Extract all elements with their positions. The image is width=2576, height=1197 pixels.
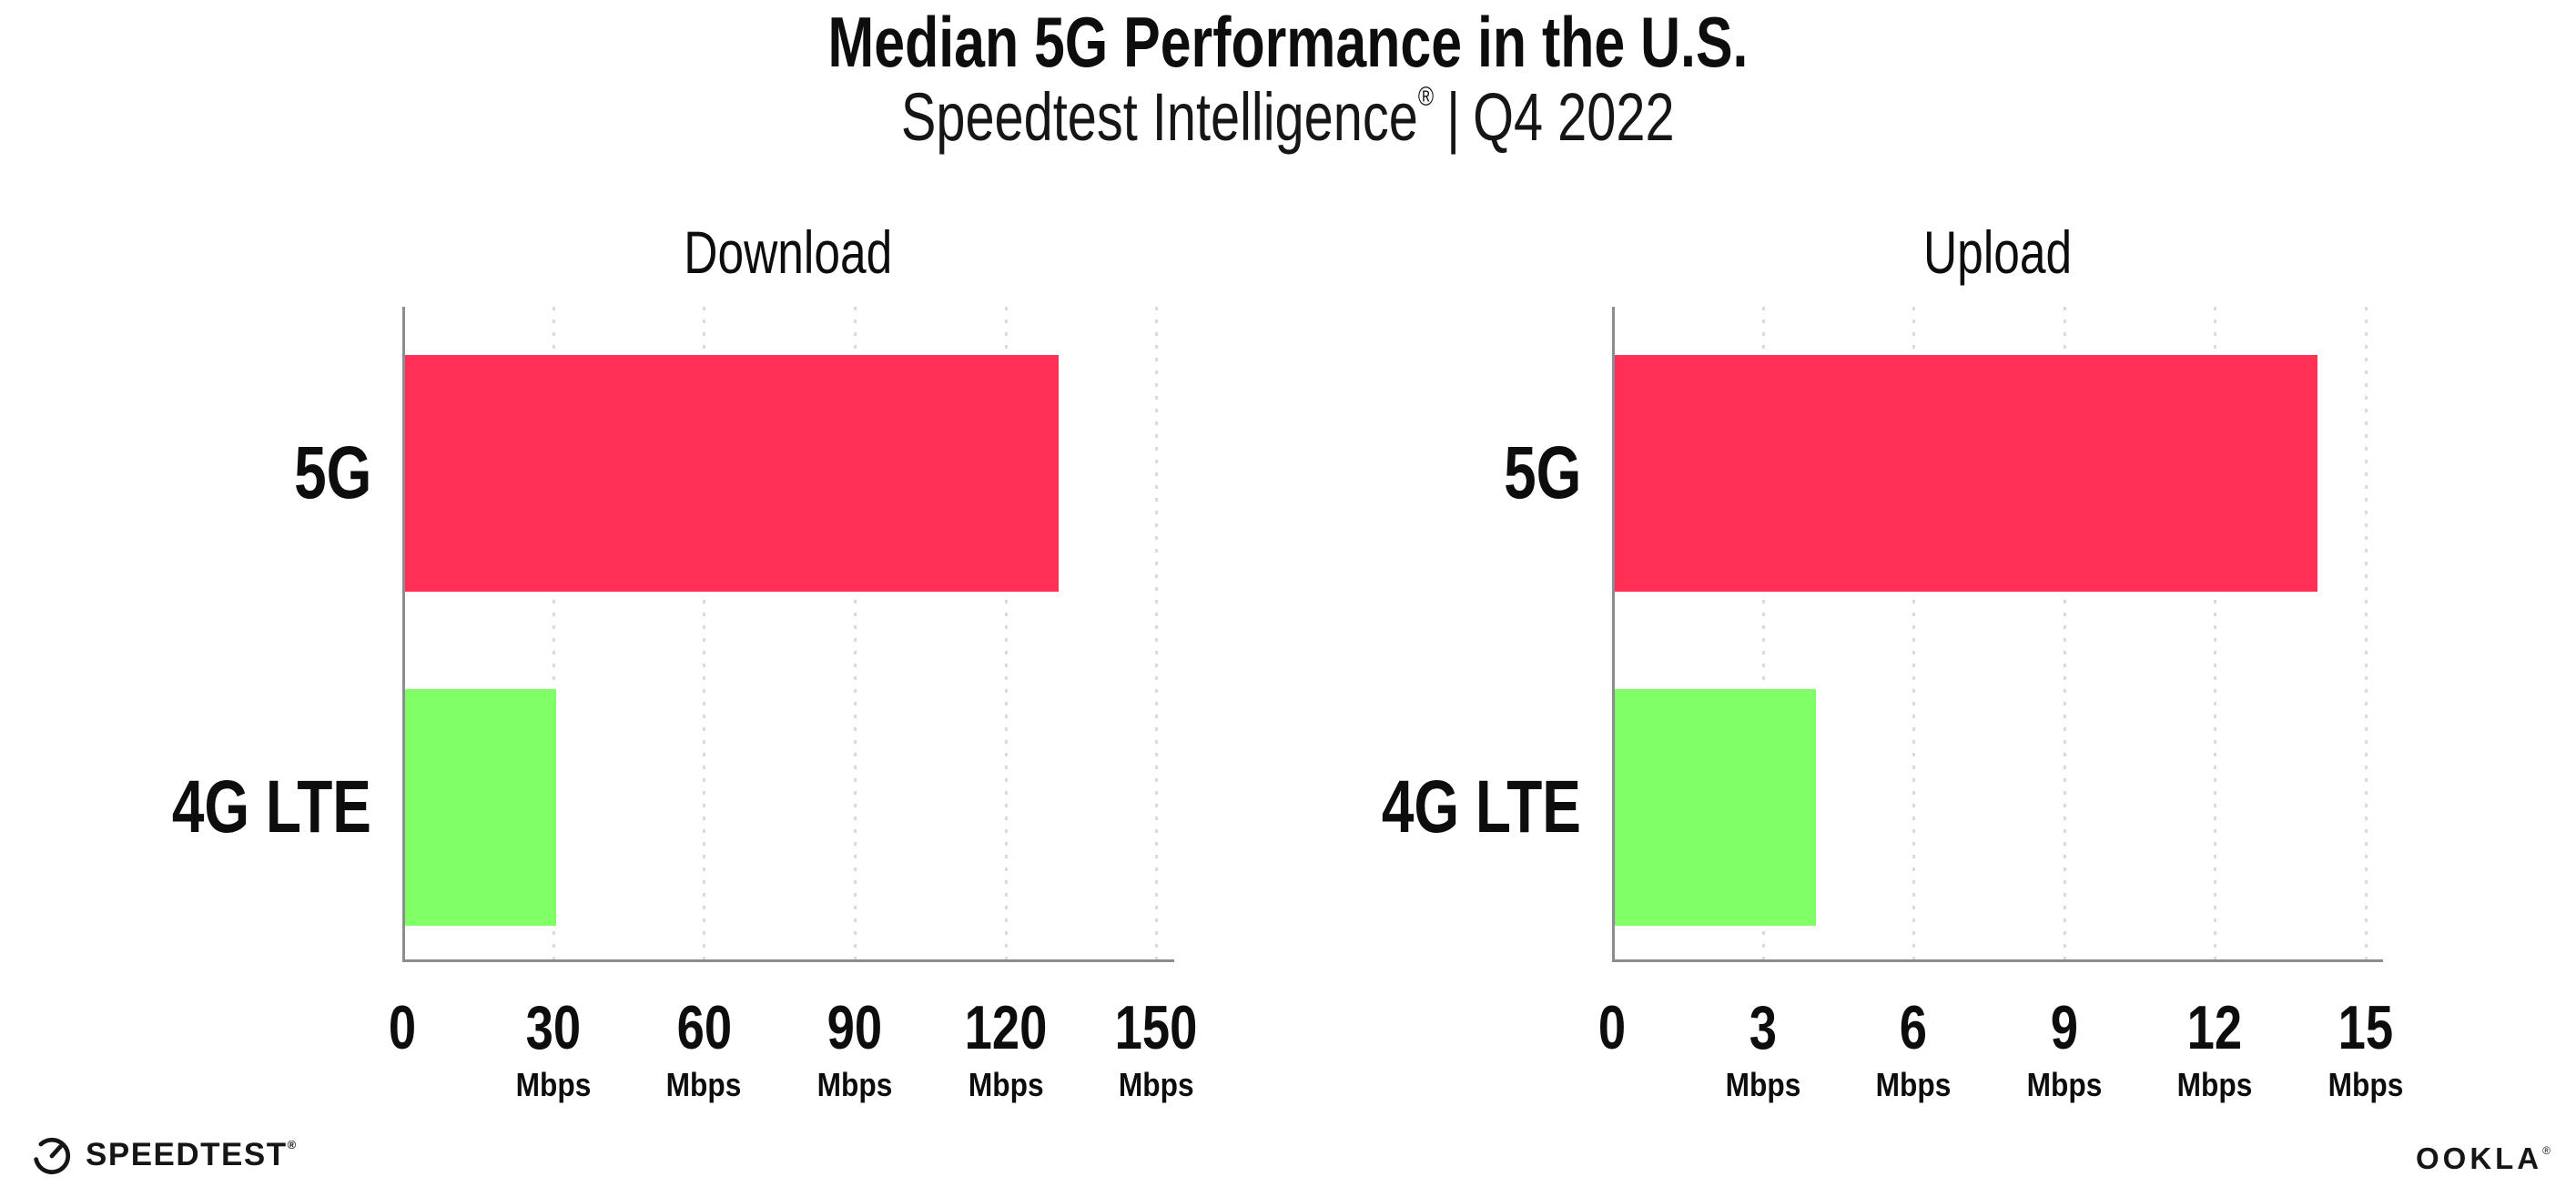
category-label-5g: 5G <box>1503 431 1581 514</box>
subtitle: Speedtest Intelligence® | Q4 2022 <box>0 78 2576 156</box>
x-tick-value: 30 <box>525 993 581 1062</box>
bar-5g <box>405 355 1060 592</box>
x-tick-unit: Mbps <box>1119 1066 1194 1104</box>
x-tick-unit: Mbps <box>968 1066 1044 1104</box>
header: Median 5G Performance in the U.S. <box>0 2 2576 84</box>
x-axis-ticks-download: 0 30 Mbps 60 Mbps 90 Mbps 120 Mbps 150 Mbps <box>389 993 1198 1141</box>
gridline-12 <box>2214 307 2216 959</box>
gridline-15 <box>2364 307 2368 959</box>
ookla-logo: OOKLA® <box>2416 1141 2551 1176</box>
x-tick-90: 90 Mbps <box>812 993 898 1104</box>
gridline-90 <box>854 307 857 959</box>
registered-mark-icon: ® <box>2542 1144 2551 1157</box>
category-label-4g-lte: 4G LTE <box>1381 765 1581 848</box>
x-tick-150: 150 Mbps <box>1105 993 1208 1104</box>
registered-mark-icon: ® <box>1418 82 1435 112</box>
x-tick-value: 150 <box>1115 993 1198 1062</box>
speedtest-logo: SPEEDTEST® <box>31 1134 298 1176</box>
x-axis-line <box>1612 959 2383 962</box>
panel-title-upload: Upload <box>1922 218 2073 286</box>
bar-5g <box>1615 355 2318 592</box>
gridline-9 <box>2063 307 2066 959</box>
x-tick-60: 60 Mbps <box>661 993 746 1104</box>
bar-4g-lte <box>405 689 556 926</box>
page-title: Median 5G Performance in the U.S. <box>827 2 1749 82</box>
x-tick-6: 6 Mbps <box>1871 993 1956 1104</box>
x-tick-value: 15 <box>2338 993 2393 1062</box>
gridline-3 <box>1761 307 1765 959</box>
y-axis-line <box>1612 307 1615 959</box>
x-tick-30: 30 Mbps <box>511 993 596 1104</box>
x-tick-unit: Mbps <box>666 1066 742 1104</box>
x-tick-unit: Mbps <box>2328 1066 2403 1104</box>
x-axis-ticks-upload: 0 3 Mbps 6 Mbps 9 Mbps 12 Mbps 15 Mbps <box>1598 993 2403 1141</box>
x-tick-12: 12 Mbps <box>2172 993 2257 1104</box>
y-axis-line <box>402 307 405 959</box>
gridline-6 <box>1912 307 1915 959</box>
x-tick-value: 120 <box>964 993 1048 1062</box>
x-tick-9: 9 Mbps <box>2022 993 2107 1104</box>
x-tick-unit: Mbps <box>1725 1066 1800 1104</box>
x-axis-line <box>402 959 1174 962</box>
x-tick-value: 0 <box>388 993 417 1062</box>
gridline-60 <box>703 307 706 959</box>
registered-mark-icon: ® <box>287 1138 298 1151</box>
x-tick-15: 15 Mbps <box>2323 993 2409 1104</box>
plot-area-download: 5G 4G LTE <box>172 307 1174 962</box>
x-tick-value: 0 <box>1597 993 1627 1062</box>
gridline-150 <box>1155 307 1159 959</box>
x-tick-unit: Mbps <box>816 1066 893 1104</box>
x-tick-unit: Mbps <box>2026 1066 2102 1104</box>
x-tick-unit: Mbps <box>2176 1066 2253 1104</box>
subtitle-period: Q4 2022 <box>1473 79 1675 155</box>
speedtest-gauge-icon <box>33 1137 71 1175</box>
x-tick-value: 12 <box>2186 993 2243 1062</box>
x-tick-unit: Mbps <box>515 1066 592 1104</box>
x-tick-value: 90 <box>827 993 883 1062</box>
x-tick-unit: Mbps <box>1875 1066 1952 1104</box>
x-tick-value: 9 <box>2050 993 2078 1062</box>
x-tick-120: 120 Mbps <box>954 993 1057 1104</box>
x-tick-0: 0 <box>1595 993 1629 1062</box>
x-tick-value: 3 <box>1749 993 1777 1062</box>
category-label-4g-lte: 4G LTE <box>171 765 371 848</box>
plot-area-upload: 5G 4G LTE <box>1382 307 2383 962</box>
panel-title-download: Download <box>684 218 893 286</box>
x-tick-0: 0 <box>385 993 420 1062</box>
category-label-5g: 5G <box>293 431 371 514</box>
subtitle-separator: | <box>1446 79 1461 155</box>
bar-4g-lte <box>1615 689 1816 926</box>
gridline-30 <box>552 307 555 959</box>
speedtest-wordmark: SPEEDTEST® <box>86 1137 298 1172</box>
subtitle-brand: Speedtest Intelligence <box>901 79 1419 155</box>
x-tick-value: 60 <box>676 993 732 1062</box>
x-tick-3: 3 Mbps <box>1720 993 1806 1104</box>
ookla-wordmark: OOKLA <box>2415 1141 2543 1175</box>
x-tick-value: 6 <box>1899 993 1928 1062</box>
gridline-120 <box>1004 307 1008 959</box>
